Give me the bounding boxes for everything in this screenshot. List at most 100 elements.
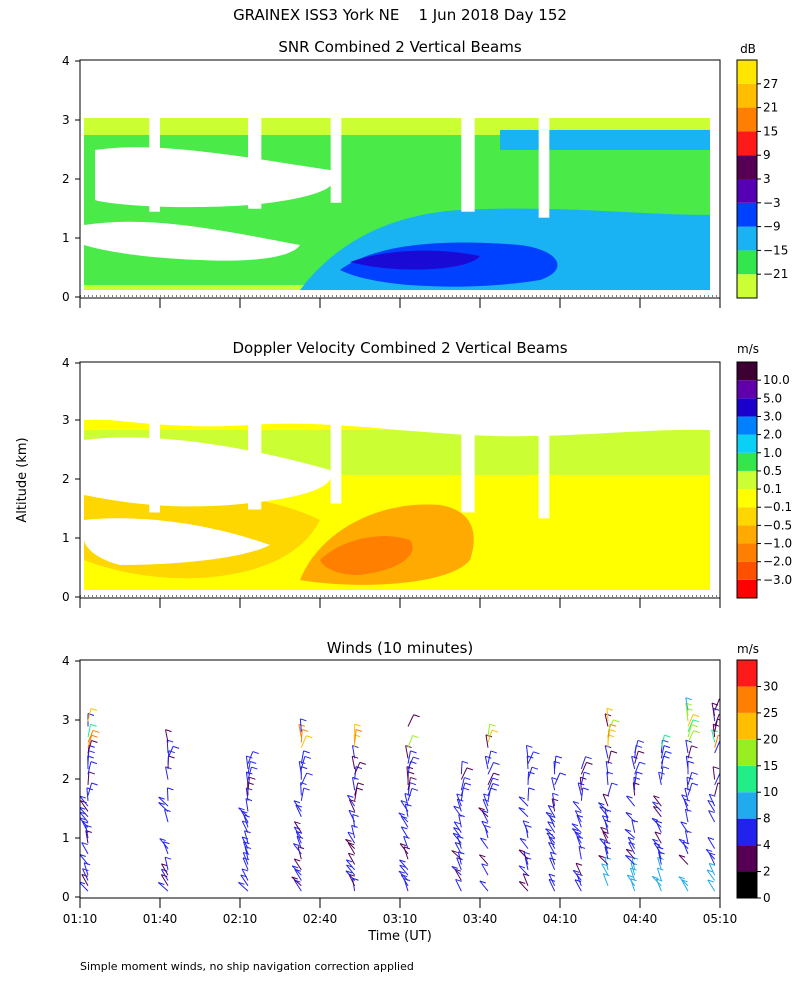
wind-barb bbox=[651, 817, 662, 828]
colorbar-tick-label: 3.0 bbox=[763, 409, 782, 423]
wind-barb bbox=[87, 771, 96, 785]
wind-barb bbox=[481, 820, 489, 833]
x-tick-label: 05:10 bbox=[703, 912, 738, 926]
colorbar-tick-label: 15 bbox=[763, 124, 778, 138]
velocity-ytick: 4 bbox=[62, 356, 70, 370]
wind-barb bbox=[687, 730, 700, 743]
wind-barb bbox=[354, 782, 364, 796]
wind-barb bbox=[398, 870, 409, 881]
wind-barb bbox=[630, 867, 637, 881]
snr-ytick: 0 bbox=[62, 290, 70, 304]
colorbar-swatch bbox=[737, 416, 757, 435]
wind-barb bbox=[708, 862, 716, 876]
wind-barb bbox=[552, 792, 559, 807]
wind-barb bbox=[687, 782, 699, 796]
wind-barb bbox=[487, 772, 500, 786]
colorbar-tick-label: −0.1 bbox=[763, 500, 792, 514]
snr-colorbar: dB 27 21 15 9 3 −3 −9 −15 −21 bbox=[736, 42, 788, 299]
wind-barb bbox=[634, 750, 645, 764]
colorbar-swatch bbox=[737, 871, 757, 898]
wind-barb bbox=[351, 745, 359, 759]
snr-contour-band bbox=[84, 221, 300, 261]
wind-barb bbox=[352, 776, 359, 791]
wind-barb bbox=[238, 881, 249, 892]
wind-barb bbox=[714, 698, 720, 711]
wind-barb bbox=[660, 734, 671, 748]
colorbar-tick-label: −9 bbox=[763, 220, 781, 234]
colorbar-swatch bbox=[737, 792, 757, 819]
colorbar-swatch bbox=[737, 765, 757, 793]
data-gap bbox=[461, 61, 475, 212]
wind-barb bbox=[598, 855, 609, 865]
data-gap bbox=[538, 363, 550, 519]
wind-barb bbox=[519, 837, 529, 849]
colorbar-swatch bbox=[737, 525, 757, 544]
wind-barb bbox=[158, 802, 169, 812]
colorbar-tick-label: 10.0 bbox=[763, 373, 790, 387]
snr-ytick: 4 bbox=[62, 54, 70, 68]
wind-barb bbox=[293, 800, 302, 812]
snr-ytick: 1 bbox=[62, 231, 70, 245]
wind-barb bbox=[160, 868, 169, 881]
colorbar-swatch bbox=[737, 660, 757, 687]
wind-barb bbox=[487, 777, 499, 791]
snr-colorbar-unit: dB bbox=[740, 42, 756, 56]
colorbar-swatch bbox=[737, 202, 757, 227]
x-tick-label: 01:10 bbox=[63, 912, 98, 926]
wind-barb bbox=[245, 755, 253, 770]
wind-barb bbox=[407, 787, 419, 801]
wind-barb bbox=[398, 812, 409, 823]
winds-title: Winds (10 minutes) bbox=[327, 639, 474, 657]
colorbar-tick-label: 1.0 bbox=[763, 446, 782, 460]
wind-barb bbox=[653, 795, 662, 807]
winds-ytick: 2 bbox=[62, 772, 70, 786]
wind-barb bbox=[453, 821, 462, 833]
wind-barb bbox=[238, 807, 249, 818]
winds-ytick: 0 bbox=[62, 890, 70, 904]
colorbar-swatch bbox=[737, 398, 757, 417]
wind-barb bbox=[548, 842, 556, 855]
wind-barb bbox=[652, 801, 662, 812]
wind-barb bbox=[453, 805, 462, 818]
wind-barb bbox=[241, 868, 249, 881]
x-tick-label: 02:10 bbox=[223, 912, 258, 926]
wind-barb bbox=[656, 867, 664, 881]
wind-barb bbox=[684, 808, 692, 823]
velocity-ytick: 2 bbox=[62, 472, 70, 486]
colorbar-swatch bbox=[737, 155, 757, 179]
wind-barb bbox=[351, 755, 359, 770]
colorbar-swatch bbox=[737, 380, 757, 399]
wind-barb bbox=[345, 870, 356, 881]
colorbar-tick-label: 10 bbox=[763, 785, 778, 799]
wind-barb bbox=[525, 744, 533, 759]
wind-barb bbox=[300, 728, 309, 743]
data-gap bbox=[330, 363, 342, 504]
wind-barb bbox=[167, 745, 180, 759]
colorbar-swatch bbox=[737, 60, 757, 84]
wind-barb bbox=[518, 796, 529, 807]
colorbar-swatch bbox=[737, 818, 757, 846]
wind-barb bbox=[572, 800, 582, 812]
wind-barb bbox=[403, 835, 410, 849]
wind-barb bbox=[347, 852, 356, 865]
wind-barb bbox=[165, 766, 172, 780]
x-tick-label: 03:10 bbox=[383, 912, 418, 926]
wind-barb bbox=[527, 751, 540, 764]
wind-barb bbox=[87, 761, 98, 775]
winds-colorbar-unit: m/s bbox=[737, 642, 759, 656]
wind-barb bbox=[407, 735, 419, 748]
colorbar-swatch bbox=[737, 250, 757, 275]
colorbar-tick-label: 2.0 bbox=[763, 428, 782, 442]
colorbar-tick-label: −2.0 bbox=[763, 555, 792, 569]
wind-barb bbox=[687, 714, 700, 727]
wind-barb bbox=[354, 729, 363, 743]
wind-barb bbox=[687, 724, 698, 738]
colorbar-tick-label: 4 bbox=[763, 838, 771, 852]
velocity-contour-band bbox=[84, 437, 332, 507]
wind-barb bbox=[300, 755, 311, 770]
wind-barb bbox=[159, 838, 169, 849]
wind-barb bbox=[624, 828, 635, 839]
velocity-ytick: 1 bbox=[62, 531, 70, 545]
velocity-ytick: 3 bbox=[62, 413, 70, 427]
snr-y-axis: 0 1 2 3 4 bbox=[62, 54, 80, 304]
